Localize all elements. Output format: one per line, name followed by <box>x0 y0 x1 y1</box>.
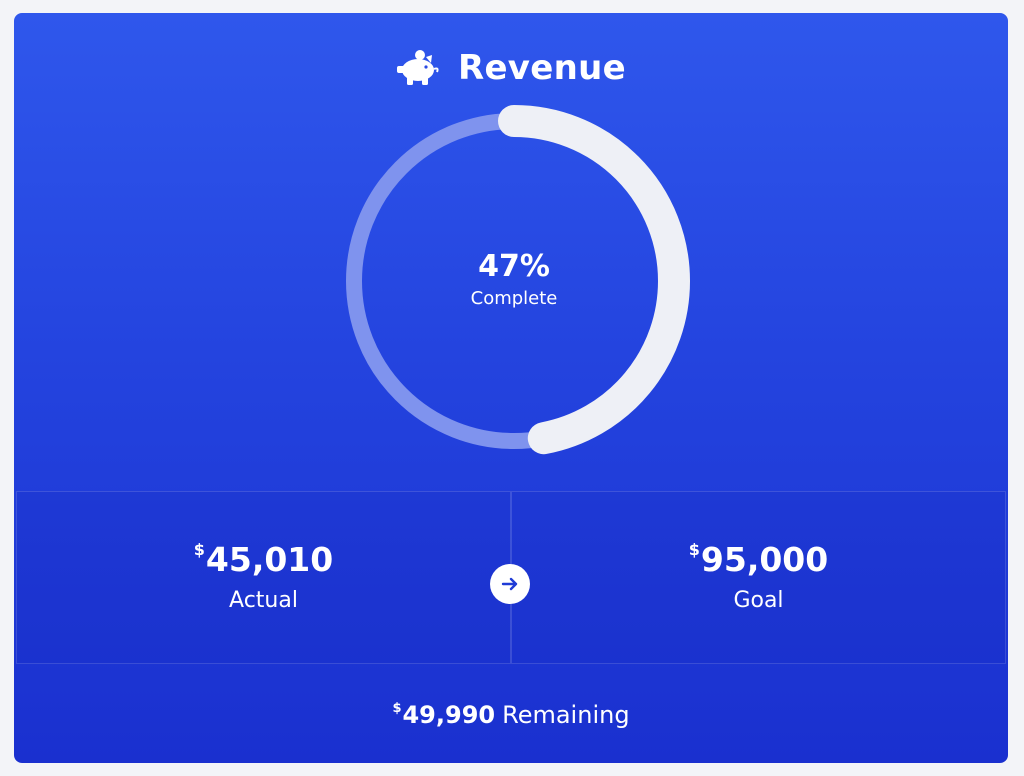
remaining-summary: $ 49,990 Remaining <box>14 695 1008 735</box>
goal-value: $ 95,000 <box>689 540 828 580</box>
piggy-bank-icon <box>396 49 440 87</box>
goal-amount: 95,000 <box>700 539 829 579</box>
progress-center: 47% Complete <box>338 105 690 457</box>
stats-row: $ 45,010 Actual $ 95,000 Goal <box>16 491 1006 664</box>
remaining-amount: 49,990 <box>402 701 496 729</box>
remaining-value: $ 49,990 <box>392 701 495 729</box>
arrow-right-icon <box>501 577 518 591</box>
progress-percent: 47% <box>478 249 550 284</box>
goal-currency: $ <box>688 539 700 559</box>
card-title: Revenue <box>457 48 627 88</box>
progress-ring: 47% Complete <box>338 105 690 457</box>
progress-label: Complete <box>470 288 558 309</box>
actual-amount: 45,010 <box>205 539 334 579</box>
remaining-label: Remaining <box>502 701 630 729</box>
actual-label: Actual <box>229 587 298 613</box>
progress-ring-fill <box>338 105 690 457</box>
actual-value: $ 45,010 <box>194 540 333 580</box>
actual-currency: $ <box>193 539 205 559</box>
revenue-card: Revenue 47% Complete $ 45,010 Actual $ 9… <box>14 13 1008 763</box>
card-header: Revenue <box>14 43 1008 93</box>
remaining-currency: $ <box>392 701 402 716</box>
goal-stat: $ 95,000 Goal <box>511 491 1006 664</box>
goal-label: Goal <box>733 587 784 613</box>
actual-stat: $ 45,010 Actual <box>16 491 511 664</box>
arrow-right-button[interactable] <box>490 564 530 604</box>
